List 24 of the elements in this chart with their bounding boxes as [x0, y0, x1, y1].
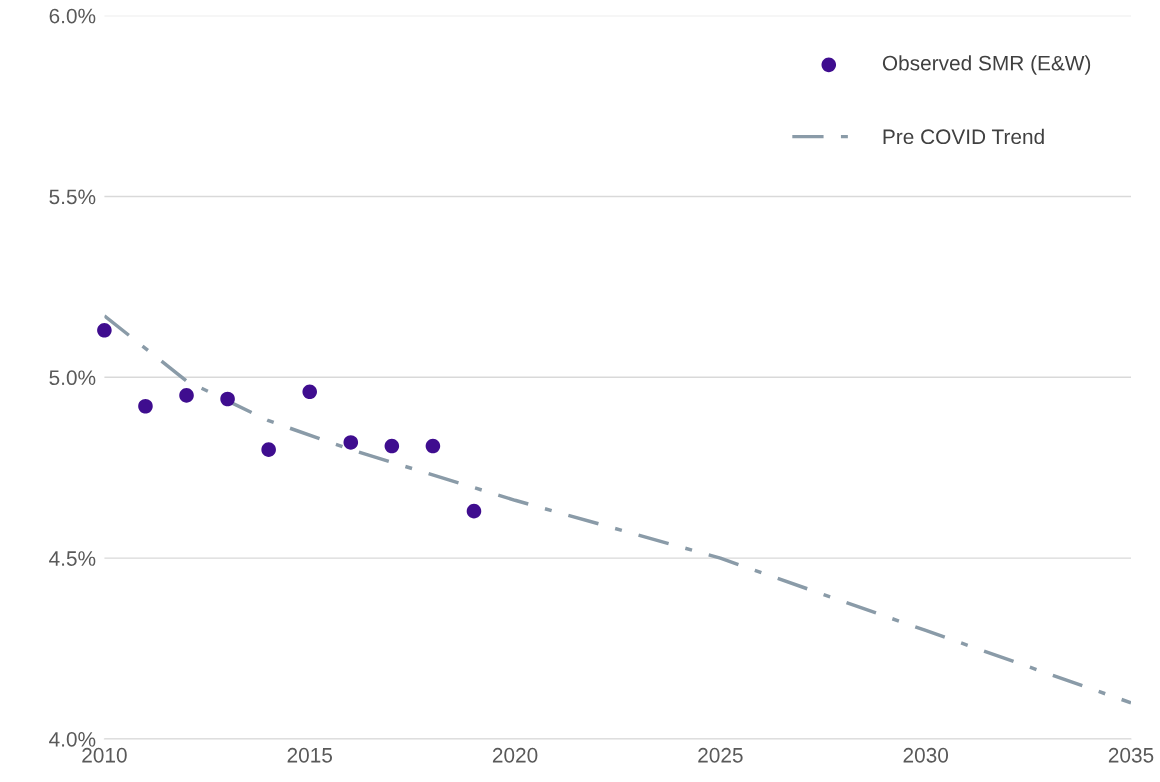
y-tick-label: 5.5%: [49, 189, 96, 205]
y-tick-label: 5.0%: [49, 370, 96, 386]
x-tick-label: 2015: [287, 747, 333, 763]
x-tick-label: 2020: [492, 747, 538, 763]
y-tick-label: 4.0%: [49, 731, 96, 747]
y-tick-label: 4.5%: [49, 551, 96, 566]
x-tick-label: 2030: [903, 747, 949, 763]
point: [138, 398, 153, 414]
legend-label: Observed SMR (E&W): [882, 55, 1091, 75]
y-tick-label: 6.0%: [49, 8, 96, 24]
legend-label: Pre COVID Trend: [883, 128, 1044, 145]
x-tick-label: 2025: [698, 747, 743, 763]
point: [384, 438, 400, 454]
point: [425, 438, 441, 454]
point: [220, 391, 235, 407]
point: [343, 435, 359, 450]
point: [302, 384, 317, 400]
x-tick-label: 2035: [1108, 747, 1154, 763]
point: [261, 442, 276, 457]
x-tick-label: 2010: [82, 747, 127, 763]
point: [179, 388, 194, 403]
line-series: [104, 314, 1131, 705]
point: [97, 323, 112, 338]
point: [466, 503, 482, 519]
